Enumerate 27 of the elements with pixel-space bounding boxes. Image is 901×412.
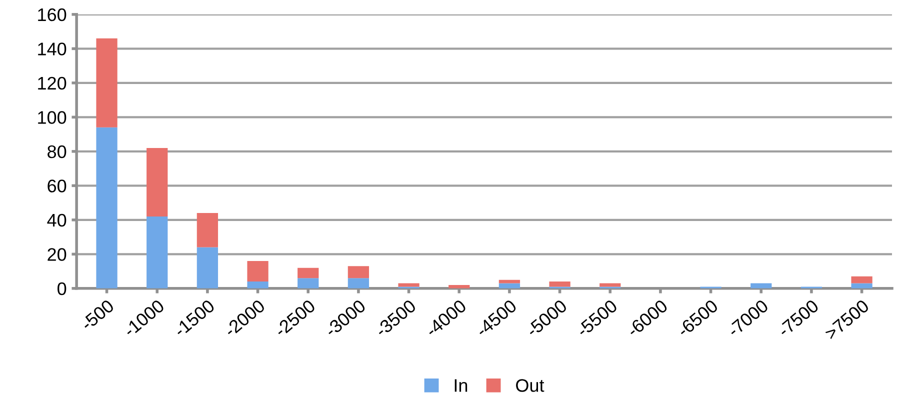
x-tick-label: -500: [80, 298, 115, 331]
y-tick-label: 60: [48, 180, 66, 192]
bar: [298, 278, 319, 288]
y-tick-label: 120: [38, 76, 66, 90]
y-tick-label: 160: [38, 8, 66, 22]
bar: [196, 213, 218, 248]
bar: [96, 38, 118, 128]
bar: [146, 216, 168, 288]
y-tick-label: 40: [47, 214, 66, 227]
bar: [146, 148, 168, 216]
y-tick-label: 0: [58, 282, 66, 296]
bar: [247, 261, 268, 282]
bar: [851, 276, 872, 284]
bar: [348, 266, 370, 278]
legend-label: Out: [516, 379, 544, 392]
y-tick-label: 20: [48, 248, 66, 261]
y-tick-label: 140: [38, 42, 66, 56]
bar: [348, 278, 370, 288]
bar: [247, 282, 268, 288]
bar: [298, 268, 319, 278]
y-tick-label: 100: [38, 111, 66, 124]
bar: [549, 282, 570, 287]
bar: [96, 127, 118, 288]
bar: [498, 280, 520, 284]
y-tick-label: 80: [48, 145, 66, 158]
bar: [196, 247, 218, 288]
legend-label: In: [454, 379, 468, 392]
